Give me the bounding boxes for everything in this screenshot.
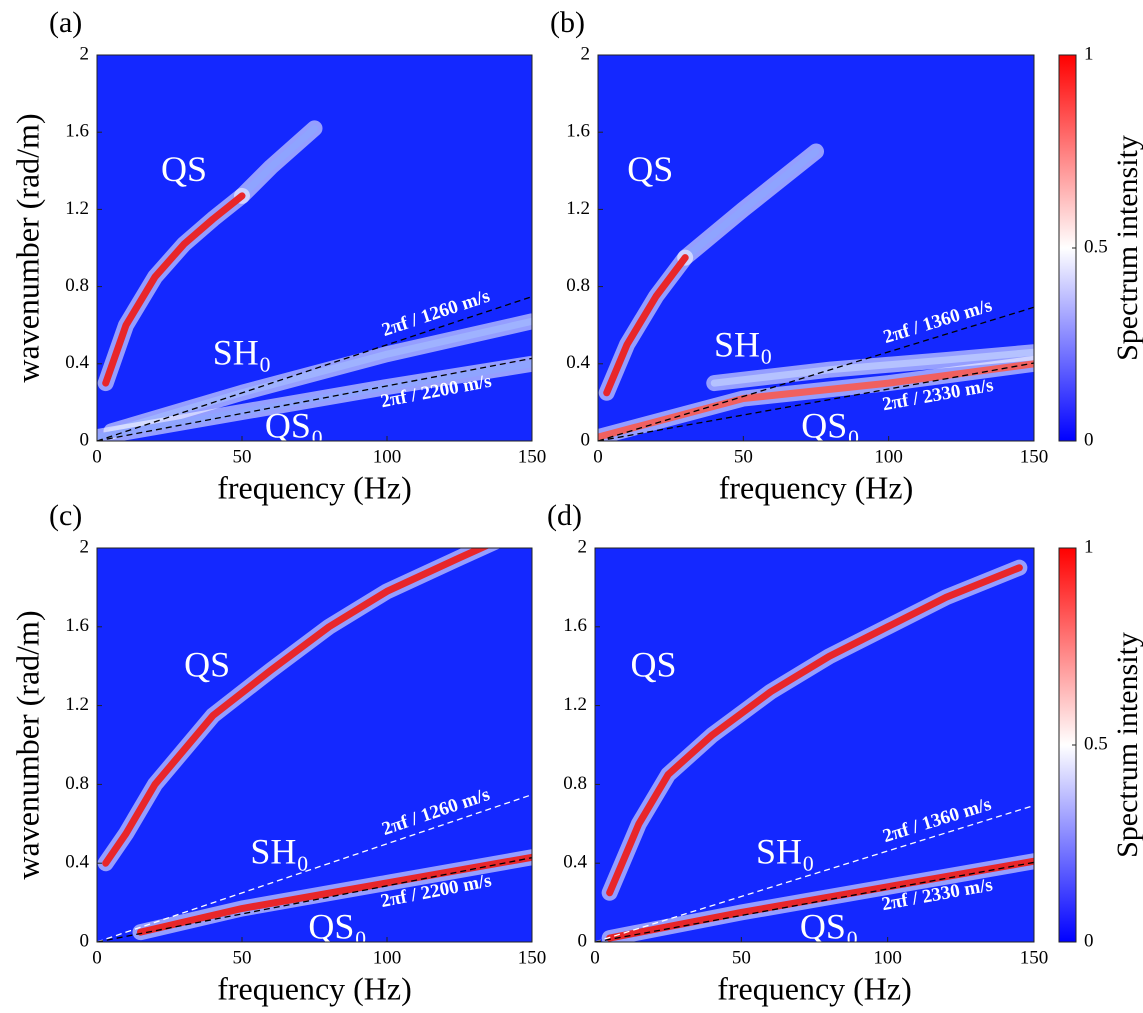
dashed-line [595, 804, 1034, 942]
annotation: QS [631, 644, 677, 684]
panel-label: (c) [49, 499, 82, 532]
plot-frame [597, 54, 1035, 442]
dashed-line [97, 857, 532, 942]
y-axis-label: wavenumber (rad/m) [9, 113, 45, 382]
x-axis-label: frequency (Hz) [217, 469, 412, 505]
y-tick-label: 0 [80, 930, 90, 951]
plot-frame [96, 54, 533, 442]
y-tick-label: 0.4 [65, 352, 89, 373]
x-axis-label: frequency (Hz) [719, 469, 914, 505]
x-tick-label: 50 [734, 446, 753, 467]
annotation: SH₀ [714, 325, 773, 365]
x-tick-label: 0 [92, 446, 102, 467]
ridge [108, 317, 532, 435]
x-tick-label: 150 [518, 446, 547, 467]
colorbar-tick-label: 1 [1084, 536, 1094, 557]
y-tick-label: 1.2 [566, 198, 590, 219]
annotation: QS [627, 149, 673, 189]
colorbar-tick-label: 0.5 [1084, 236, 1108, 257]
y-tick-label: 0 [80, 429, 90, 450]
dashed-line [598, 362, 1034, 441]
annotation: QS [161, 149, 207, 189]
colorbar-tick-label: 0 [1084, 930, 1094, 951]
y-tick-label: 0 [581, 429, 591, 450]
colorbar-tick-label: 0 [1084, 429, 1094, 450]
y-tick-label: 1.6 [563, 615, 587, 636]
y-tick-label: 1.2 [563, 694, 587, 715]
y-tick-label: 2 [80, 43, 90, 64]
annotation: SH₀ [213, 332, 272, 372]
ridge [606, 564, 1023, 897]
plot-frame [594, 547, 1035, 943]
x-tick-label: 50 [732, 947, 751, 968]
panel-label: (b) [550, 6, 585, 39]
y-tick-label: 0.8 [566, 275, 590, 296]
x-tick-label: 0 [593, 446, 603, 467]
x-tick-label: 50 [233, 947, 252, 968]
ridge [102, 192, 246, 387]
y-tick-label: 0.4 [65, 852, 89, 873]
y-tick-label: 0.8 [563, 773, 587, 794]
y-tick-label: 0 [578, 930, 588, 951]
ridge [603, 254, 689, 397]
x-tick-label: 100 [373, 947, 402, 968]
x-tick-label: 0 [590, 947, 600, 968]
annotation: QS₀ [800, 906, 859, 946]
colorbar-tick-label: 1 [1084, 43, 1094, 64]
colorbar-label: Spectrum intensity [1111, 632, 1143, 858]
y-tick-label: 2 [80, 536, 90, 557]
ridge [681, 148, 820, 262]
panel-label: (a) [49, 6, 82, 39]
x-axis-label: frequency (Hz) [717, 970, 912, 1006]
y-tick-label: 0.4 [566, 352, 590, 373]
y-tick-label: 2 [581, 43, 591, 64]
x-tick-label: 0 [92, 947, 102, 968]
annotation: QS₀ [801, 406, 860, 446]
y-axis-label: wavenumber (rad/m) [9, 610, 45, 879]
x-tick-label: 100 [873, 947, 902, 968]
y-tick-label: 1.6 [566, 121, 590, 142]
y-tick-label: 1.6 [65, 615, 89, 636]
dashed-line [598, 306, 1034, 441]
ridge [102, 548, 490, 867]
x-axis-label: frequency (Hz) [217, 970, 412, 1006]
x-tick-label: 150 [1020, 446, 1049, 467]
annotation: QS₀ [265, 406, 324, 446]
annotation: QS [184, 644, 230, 684]
dashed-line [595, 861, 1034, 942]
dashed-line [97, 357, 532, 441]
ridge [606, 857, 1034, 942]
x-tick-label: 100 [874, 446, 903, 467]
x-tick-label: 50 [233, 446, 252, 467]
y-tick-label: 1.6 [65, 121, 89, 142]
y-tick-label: 2 [578, 536, 588, 557]
colorbar-tick-label: 0.5 [1084, 733, 1108, 754]
y-tick-label: 1.2 [65, 198, 89, 219]
dashed-line [97, 296, 532, 441]
annotation: QS₀ [308, 906, 367, 946]
ridge [137, 853, 532, 936]
y-tick-label: 1.2 [65, 694, 89, 715]
x-tick-label: 150 [1020, 947, 1049, 968]
annotation: SH₀ [250, 832, 309, 872]
y-tick-label: 0.4 [563, 852, 587, 873]
ridge [238, 124, 318, 200]
colorbar-label: Spectrum intensity [1111, 135, 1143, 361]
panel-label: (d) [547, 499, 582, 532]
x-tick-label: 150 [518, 947, 547, 968]
x-tick-label: 100 [373, 446, 402, 467]
plot-frame [96, 547, 533, 943]
annotation: SH₀ [756, 832, 815, 872]
dashed-line [97, 794, 532, 942]
y-tick-label: 0.8 [65, 773, 89, 794]
ridge [710, 348, 1034, 387]
ridge [598, 360, 1034, 441]
y-tick-label: 0.8 [65, 275, 89, 296]
